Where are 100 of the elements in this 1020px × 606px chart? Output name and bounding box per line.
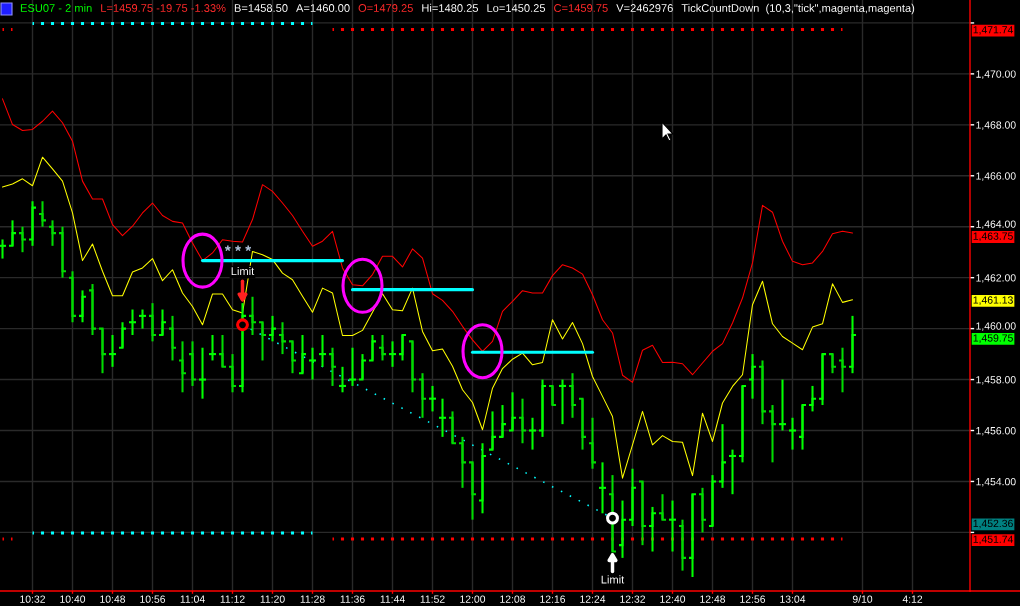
candlestick [767, 404, 778, 464]
x-tick-label: 12:16 [540, 595, 566, 603]
candlestick [387, 340, 398, 368]
candlestick [677, 518, 688, 572]
candlestick [127, 308, 138, 337]
candlestick [467, 461, 478, 521]
candlestick [37, 200, 48, 228]
candlestick [337, 365, 348, 394]
annotation: Hi=1480.25 [422, 3, 479, 12]
candlestick [747, 353, 758, 400]
annotation: A=1460.00 [296, 4, 350, 12]
candlestick [247, 295, 258, 337]
y-tick-label: 1,458.00 [976, 376, 1016, 385]
candlestick [217, 333, 228, 368]
x-tick-label: 11:36 [340, 595, 365, 603]
candlestick [267, 314, 278, 343]
candlestick [57, 225, 68, 279]
candlestick [317, 333, 328, 368]
candlestick [77, 289, 88, 324]
chart-title: ESU07 - 2 min [20, 3, 92, 12]
x-tick-label: 12:48 [700, 595, 726, 603]
x-tick-label: 12:32 [620, 595, 646, 603]
candlestick [107, 333, 118, 368]
candlestick [197, 346, 208, 400]
candlestick [277, 321, 288, 356]
candlestick [307, 346, 318, 381]
x-tick-label: 12:08 [500, 595, 526, 603]
annotation: Limit [231, 266, 255, 276]
candlestick [47, 219, 58, 247]
candlestick [647, 505, 658, 553]
y-tick-label: 1,468.00 [976, 121, 1016, 130]
candlestick [517, 397, 528, 445]
candlestick [717, 423, 728, 489]
x-tick-label: 11:52 [420, 595, 445, 603]
x-tick-label: 12:40 [660, 595, 686, 603]
candlestick [447, 410, 458, 445]
candlestick [837, 346, 848, 394]
candlestick [67, 270, 78, 324]
candlestick [807, 384, 818, 413]
candlestick [757, 359, 768, 426]
candlestick [87, 283, 98, 337]
x-tick-label: 12:00 [460, 595, 486, 603]
x-tick-label: 13:04 [780, 595, 806, 603]
candlestick [437, 397, 448, 438]
y-tick-label: 1,466.00 [976, 172, 1016, 181]
candlestick [417, 372, 428, 419]
candlestick [687, 493, 698, 579]
annotation: Limit [601, 575, 625, 584]
candlestick [347, 346, 358, 387]
candlestick [547, 384, 558, 407]
candlestick [397, 333, 408, 362]
annotation: O=1479.25 [358, 4, 413, 12]
annotation: B=1458.50 [234, 4, 288, 12]
y-tick-label: 1,454.00 [976, 477, 1016, 487]
annotation: Lo=1450.25 [487, 4, 546, 12]
candlestick [627, 467, 638, 528]
candlestick [557, 378, 568, 426]
x-tick-label: 11:28 [300, 595, 325, 603]
x-tick-label: 9/10 [852, 595, 873, 603]
candlestick [287, 340, 298, 375]
candlestick [207, 333, 218, 362]
x-tick-label: 11:12 [220, 595, 245, 603]
candlestick [797, 404, 808, 451]
candlestick [477, 442, 488, 515]
y-tick-label: 1,462.00 [976, 274, 1016, 283]
candlestick [847, 314, 858, 375]
line-series [1, 98, 854, 383]
candlestick [137, 308, 148, 330]
annotation: TickCountDown (10,3,"tick",magenta,magenta) [681, 3, 915, 15]
x-tick-label: 11:44 [380, 595, 405, 603]
y-tick-label: 1,470.00 [976, 70, 1016, 79]
y-tick-label: 1,460.00 [976, 322, 1016, 331]
y2-tick-label: 1,451.74 [973, 535, 1014, 545]
x-tick-label: 10:32 [20, 595, 46, 603]
candlestick [327, 346, 338, 387]
candlestick [377, 333, 388, 362]
x-tick-label: 12:24 [580, 595, 606, 603]
candlestick [657, 493, 668, 521]
candlestick [497, 404, 508, 438]
candlestick [827, 353, 838, 375]
candlestick [637, 480, 648, 547]
candlestick [407, 340, 418, 394]
candlestick [697, 486, 708, 534]
candlestick [117, 321, 128, 349]
annotation: L=1459.75 -19.75 -1.33% [101, 4, 226, 12]
candlestick [577, 397, 588, 451]
candlestick [7, 219, 18, 247]
y2-tick-label: 1,461.13 [973, 296, 1013, 305]
candlestick [17, 225, 28, 254]
candlestick [507, 391, 518, 432]
candlestick [357, 353, 368, 381]
x-tick-label: 11:04 [180, 595, 205, 603]
candlestick [737, 384, 748, 464]
candlestick [167, 314, 178, 362]
x-tick-label: 4:12 [902, 595, 923, 603]
candlestick [147, 302, 158, 343]
candlestick [257, 321, 268, 362]
annotation: * * * [224, 245, 252, 252]
y2-tick-label: 1,471.74 [973, 26, 1014, 35]
candlestick [367, 333, 378, 362]
